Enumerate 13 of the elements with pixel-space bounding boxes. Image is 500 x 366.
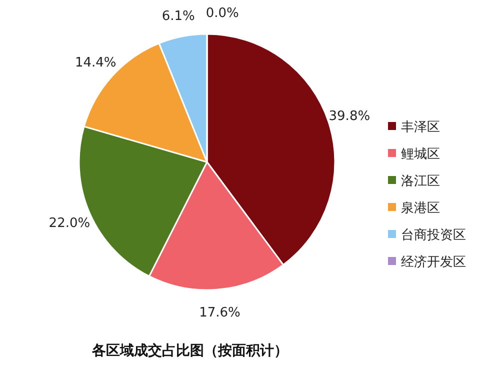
data-label: 14.4% (75, 55, 116, 70)
data-label: 22.0% (48, 216, 90, 231)
text: 各区域成交占比图（按面积计） (91, 342, 288, 359)
data-label: 39.8% (328, 108, 370, 124)
legend-label: 鲤城区 (401, 147, 440, 162)
legend-label: 台商投资区 (401, 228, 466, 243)
data-label: 17.6% (199, 305, 240, 320)
text: 0.0% (206, 6, 239, 21)
data-label: 6.1% (162, 8, 195, 24)
legend-label: 丰泽区 (401, 120, 440, 135)
legend-label: 泉港区 (401, 201, 440, 216)
legend-label: 洛江区 (401, 174, 440, 189)
legend-label: 经济开发区 (401, 255, 466, 270)
